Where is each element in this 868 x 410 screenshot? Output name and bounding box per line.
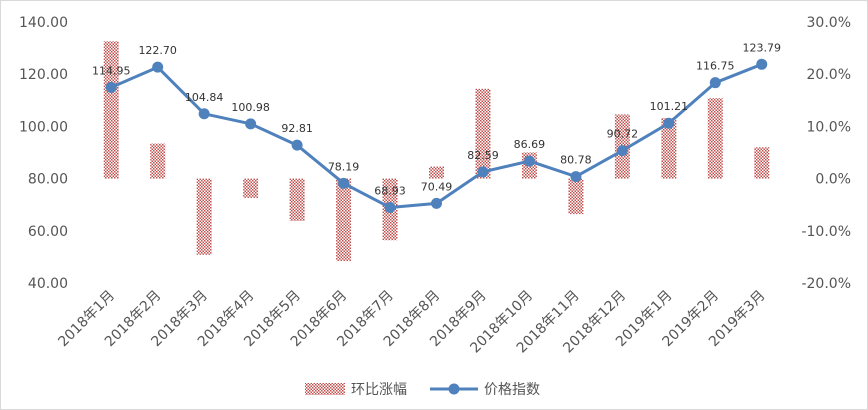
- bar: [336, 178, 352, 262]
- bar: [243, 178, 259, 198]
- bar: [289, 178, 305, 221]
- legend-marker-line: [448, 383, 460, 395]
- data-label: 123.79: [743, 41, 782, 54]
- line-point: [756, 58, 768, 70]
- legend-swatch-bar: [305, 383, 345, 395]
- bar: [661, 118, 677, 179]
- bar-series: [103, 41, 770, 262]
- line-point: [291, 139, 303, 151]
- bar: [103, 41, 119, 179]
- line-point: [384, 201, 396, 213]
- right-tick-label: 20.0%: [807, 67, 851, 83]
- line-point: [616, 145, 628, 157]
- legend-label-bar: 环比涨幅: [351, 382, 407, 398]
- line-point: [477, 166, 489, 178]
- line-point: [245, 118, 257, 130]
- line-point: [663, 117, 675, 129]
- line-point: [152, 61, 164, 73]
- right-tick-label: -10.0%: [801, 224, 851, 240]
- left-tick-label: 40.00: [28, 276, 68, 292]
- data-label: 82.59: [467, 149, 499, 162]
- data-labels: 114.95 122.70 104.84 100.98 92.81 78.19 68.93 7…: [92, 41, 781, 197]
- line-point: [570, 171, 582, 183]
- right-tick-label: -20.0%: [801, 276, 851, 292]
- legend: 环比涨幅 价格指数: [305, 382, 540, 398]
- data-label: 92.81: [281, 122, 313, 135]
- data-label: 78.19: [328, 160, 360, 173]
- left-axis: 40.00 60.00 80.00 100.00 120.00 140.00: [19, 15, 68, 292]
- data-label: 80.78: [560, 154, 592, 167]
- data-label: 86.69: [514, 138, 546, 151]
- bar: [429, 166, 444, 179]
- line-point: [709, 77, 721, 89]
- bar: [196, 178, 212, 255]
- line-point: [431, 197, 442, 209]
- line-point: [105, 81, 117, 93]
- right-tick-label: 0.0%: [815, 172, 851, 188]
- data-label: 100.98: [231, 101, 270, 114]
- data-label: 122.70: [138, 44, 177, 57]
- left-tick-label: 80.00: [28, 172, 68, 188]
- left-tick-label: 120.00: [19, 67, 68, 83]
- line-point: [198, 108, 210, 120]
- left-tick-label: 60.00: [28, 224, 68, 240]
- legend-label-line: 价格指数: [484, 382, 540, 398]
- data-label: 70.49: [421, 180, 453, 193]
- data-label: 101.21: [650, 100, 689, 113]
- line-series: [105, 58, 768, 213]
- bar: [150, 143, 166, 179]
- left-tick-label: 100.00: [19, 119, 68, 135]
- data-label: 68.93: [374, 184, 406, 197]
- data-label: 90.72: [607, 128, 639, 141]
- data-label: 104.84: [185, 91, 224, 104]
- bar: [707, 98, 723, 179]
- left-tick-label: 140.00: [19, 15, 68, 31]
- right-axis: -20.0% -10.0% 0.0% 10.0% 20.0% 30.0%: [801, 15, 851, 292]
- bar: [754, 147, 770, 179]
- bar: [475, 88, 491, 179]
- bar: [568, 178, 584, 215]
- line-point: [523, 155, 535, 167]
- data-label: 116.75: [696, 60, 735, 73]
- line-point: [338, 177, 350, 189]
- right-tick-label: 10.0%: [807, 119, 851, 135]
- data-label: 114.95: [92, 64, 131, 77]
- right-tick-label: 30.0%: [807, 15, 851, 31]
